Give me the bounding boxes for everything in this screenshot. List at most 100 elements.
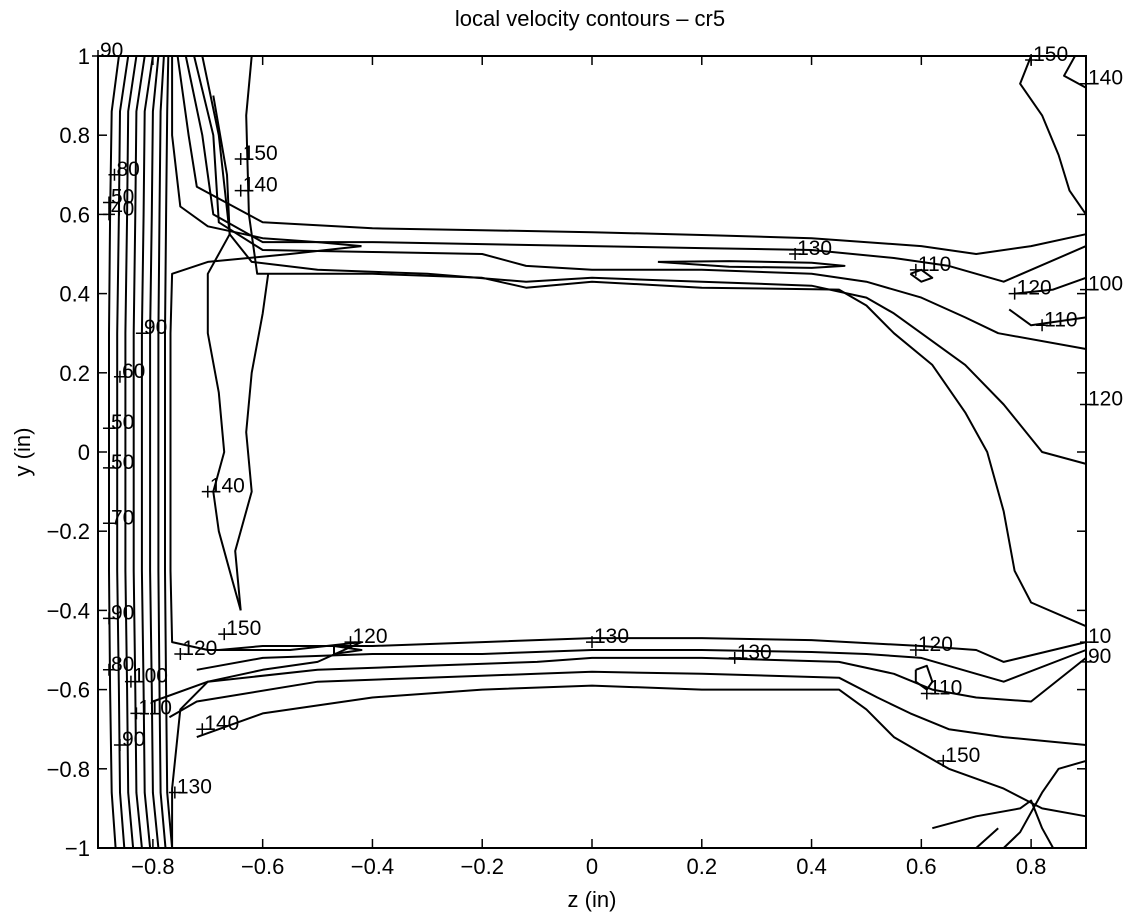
contour-line — [176, 55, 1087, 255]
plot-frame — [97, 55, 1087, 849]
contour-label-marker — [135, 327, 148, 340]
y-tick-label: 1 — [78, 44, 90, 69]
contour-label-marker — [937, 754, 950, 767]
contour-label: 140 — [204, 712, 239, 735]
contour-lines — [108, 55, 1087, 849]
contour-line — [1008, 308, 1087, 327]
chart-title: local velocity contours – cr5 — [455, 6, 725, 31]
contour-label: 90 — [1088, 645, 1111, 668]
contour-label-marker — [1008, 287, 1021, 300]
contour-line — [169, 245, 362, 651]
contour-label: 120 — [1017, 277, 1052, 300]
contour-line — [108, 55, 120, 849]
axis-ticks: −0.8 −0.6 −0.4 −0.2 0 0.2 0.4 0.6 0.8 −1 −0.8 −0.6 −… — [47, 44, 1086, 879]
contour-label: 100 — [133, 665, 168, 688]
x-tick-label: 0.8 — [1016, 854, 1047, 879]
y-tick-label: −0.8 — [47, 757, 90, 782]
y-tick-label: 0.6 — [59, 202, 90, 227]
x-tick-label: 0.2 — [686, 854, 717, 879]
contour-line — [206, 95, 242, 611]
contour-label: 110 — [918, 253, 951, 276]
contour-label-marker — [102, 517, 115, 530]
y-tick-label: 0.4 — [59, 282, 90, 307]
contour-label-marker — [113, 739, 126, 752]
contour-label-marker — [789, 248, 802, 260]
contour-label: 50 — [111, 186, 134, 209]
y-tick-label: 0 — [78, 440, 90, 465]
contour-label-marker — [130, 707, 143, 720]
contour-label-marker — [234, 152, 247, 165]
contour-label: 120 — [918, 633, 953, 656]
contour-line — [149, 55, 160, 849]
contour-label-marker — [344, 636, 357, 649]
contour-label: 120 — [1088, 387, 1123, 410]
contour-labels: 90 15014015014080504013011010012011090601… — [92, 39, 1123, 799]
contour-label-marker — [102, 663, 115, 676]
contour-label-marker — [168, 786, 181, 799]
contour-line — [196, 684, 1087, 818]
x-tick-label: −0.8 — [131, 854, 174, 879]
x-axis-label: z (in) — [568, 887, 617, 912]
contour-label-marker — [909, 263, 922, 276]
contour-label: 110 — [929, 677, 962, 700]
contour-label: 50 — [111, 411, 134, 434]
contour-label-marker — [108, 168, 121, 181]
contour-line — [1003, 759, 1087, 849]
x-tick-label: 0.4 — [796, 854, 827, 879]
contour-label: 70 — [111, 506, 134, 529]
y-tick-label: −0.2 — [47, 519, 90, 544]
contour-label: 80 — [111, 653, 134, 676]
y-tick-label: −0.4 — [47, 598, 90, 623]
contour-line — [152, 656, 1087, 703]
x-tick-label: −0.6 — [241, 854, 284, 879]
contour-label: 40 — [111, 197, 134, 220]
contour-label-marker — [174, 647, 187, 660]
contour-line — [124, 55, 138, 849]
contour-label: 110 — [1044, 308, 1077, 331]
contour-line — [975, 827, 999, 849]
contour-line — [157, 55, 167, 849]
contour-line — [201, 55, 1087, 465]
contour-label: 130 — [177, 776, 212, 799]
contour-label: 140 — [243, 174, 278, 197]
contour-line — [1014, 276, 1087, 295]
contour-label-marker — [1036, 319, 1049, 332]
contour-label: 120 — [182, 637, 217, 660]
contour-label: 110 — [138, 696, 171, 719]
contour-line — [184, 55, 1087, 283]
x-tick-label: 0 — [586, 854, 598, 879]
y-tick-label: 0.2 — [59, 361, 90, 386]
x-tick-label: −0.4 — [351, 854, 394, 879]
contour-line — [196, 649, 1087, 683]
contour-label: 10 — [1088, 625, 1111, 648]
contour-label: 150 — [243, 142, 278, 165]
contour-label: 90 — [122, 728, 145, 751]
y-tick-label: −0.6 — [47, 678, 90, 703]
contour-label-marker — [920, 687, 933, 700]
contour-line — [333, 645, 363, 655]
contour-label: 80 — [116, 158, 139, 181]
contour-label: 130 — [797, 237, 832, 260]
contour-line — [116, 55, 130, 849]
contour-label: 90 — [111, 601, 134, 624]
contour-label: 130 — [594, 625, 629, 648]
contour-label: 90 — [100, 39, 123, 62]
contour-line — [140, 55, 154, 849]
contour-label: 50 — [111, 451, 134, 474]
contour-label-marker — [102, 208, 115, 221]
contour-label-marker — [102, 196, 115, 209]
contour-label: 150 — [1033, 43, 1068, 66]
contour-label-marker — [728, 651, 741, 664]
contour-label-marker — [909, 644, 922, 656]
y-tick-label: −1 — [65, 836, 90, 861]
contour-label: 100 — [1088, 273, 1123, 296]
contour-label: 120 — [352, 625, 387, 648]
contour-label-marker — [234, 184, 247, 197]
contour-label: 150 — [945, 744, 980, 767]
contour-line — [914, 664, 934, 691]
contour-label-marker — [124, 675, 137, 688]
contour-line — [1019, 55, 1087, 215]
contour-line — [932, 799, 1054, 849]
y-tick-label: 0.8 — [59, 123, 90, 148]
contour-label: 90 — [144, 316, 167, 339]
